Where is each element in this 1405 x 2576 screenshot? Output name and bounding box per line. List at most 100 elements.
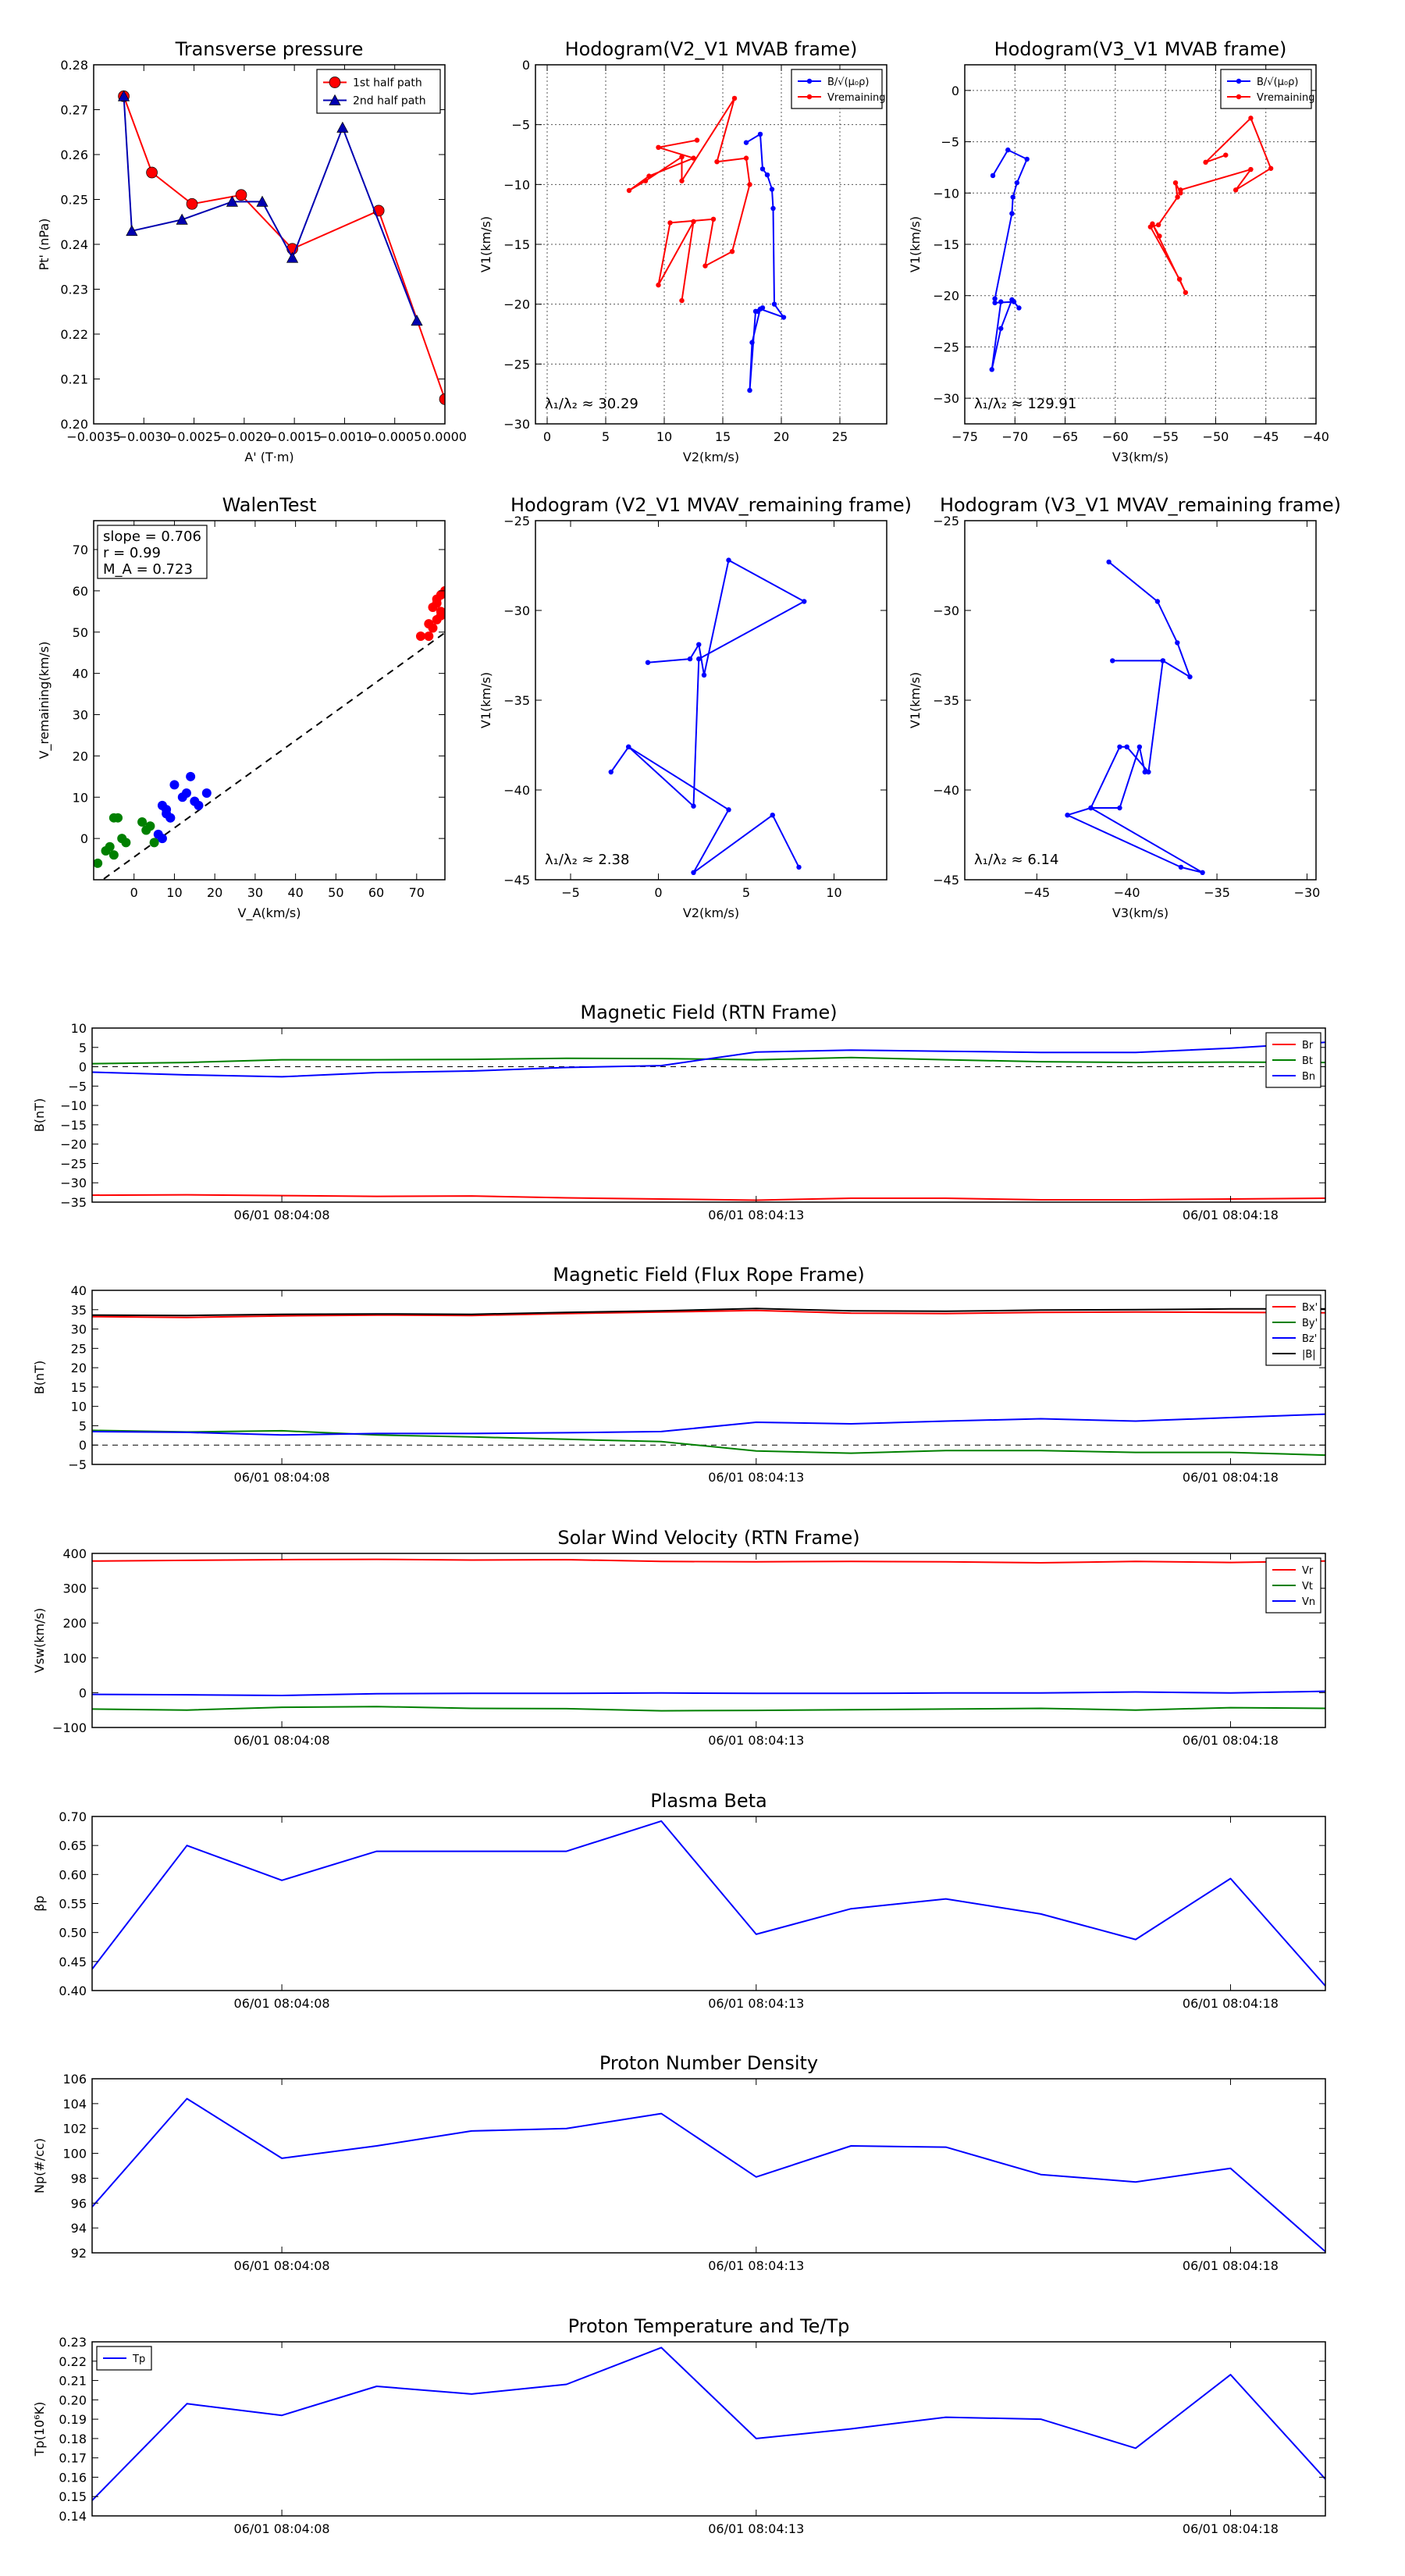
y-axis-label: βp xyxy=(32,1895,47,1911)
y-tick-label: 15 xyxy=(71,1380,87,1395)
series-b-point xyxy=(992,296,998,301)
x-tick-label: −0.0015 xyxy=(267,429,321,444)
data-layer xyxy=(92,2097,1325,2253)
y-tick-label: −15 xyxy=(503,237,530,252)
data-layer xyxy=(1065,559,1205,876)
y-tick-label: 400 xyxy=(62,1546,87,1561)
series-b-point xyxy=(755,308,761,315)
series-vremaining-point xyxy=(656,282,661,288)
series-2nd-half-path-point xyxy=(336,121,349,133)
y-tick-label: 0.45 xyxy=(59,1955,87,1969)
series-green-point xyxy=(113,813,123,823)
x-tick-label: 06/01 08:04:13 xyxy=(708,1208,804,1222)
series-2nd-half-path-point xyxy=(176,213,188,225)
series-vremaining-point xyxy=(691,155,696,161)
y-tick-label: 0 xyxy=(79,1060,87,1075)
y-tick-label: 0.22 xyxy=(59,2354,87,2369)
series-b-point xyxy=(1009,211,1015,216)
y-tick-label: 0.18 xyxy=(59,2432,87,2446)
series-vremaining-point xyxy=(1176,276,1183,282)
plot-area xyxy=(94,521,445,880)
y-tick-label: −20 xyxy=(60,1137,87,1152)
chart-title: Transverse pressure xyxy=(175,38,364,60)
series-blue-point xyxy=(169,780,180,790)
series-vremaining-point xyxy=(667,220,673,226)
series-blue-point xyxy=(165,813,176,823)
x-tick-label: 10 xyxy=(826,885,841,900)
y-tick-label: 10 xyxy=(71,1400,87,1414)
x-tick-label: −5 xyxy=(561,885,580,900)
series-vremaining-point xyxy=(1157,233,1162,239)
x-tick-label: 06/01 08:04:08 xyxy=(234,2521,330,2536)
x-tick-label: 5 xyxy=(742,885,750,900)
y-tick-label: 104 xyxy=(62,2097,87,2112)
x-tick-label: 06/01 08:04:13 xyxy=(708,2521,804,2536)
series-vremaining-point xyxy=(626,187,632,194)
legend-label: Bt xyxy=(1302,1055,1313,1067)
y-tick-label: 100 xyxy=(62,1651,87,1666)
series-green-point xyxy=(108,850,119,860)
y-tick-label: −35 xyxy=(933,693,959,708)
legend-box xyxy=(791,69,883,109)
x-tick-label: −45 xyxy=(1253,429,1279,444)
series-bn-line xyxy=(92,1041,1325,1078)
y-tick-label: −5 xyxy=(941,135,959,150)
legend-label: Vt xyxy=(1302,1581,1313,1592)
legend-label: Vr xyxy=(1302,1565,1314,1577)
plot-area xyxy=(92,1028,1325,1202)
series-red-point xyxy=(424,619,434,629)
series-2nd-half-path-line xyxy=(123,96,418,322)
y-tick-label: 60 xyxy=(73,584,88,599)
series-vremaining-point xyxy=(714,159,720,165)
y-tick-label: −5 xyxy=(68,1079,87,1094)
data-layer xyxy=(608,557,807,876)
x-tick-label: −75 xyxy=(951,429,978,444)
x-tick-label: 06/01 08:04:18 xyxy=(1183,1470,1279,1485)
series-vremaining-point xyxy=(1248,166,1254,173)
x-tick-label: 0 xyxy=(130,885,138,900)
y-tick-label: 0.24 xyxy=(60,237,88,252)
y-tick-label: −20 xyxy=(503,297,530,312)
x-tick-label: 50 xyxy=(328,885,343,900)
x-tick-label: 10 xyxy=(656,429,672,444)
legend-marker xyxy=(1236,78,1242,84)
annotation-box xyxy=(97,525,208,579)
chart-title: Magnetic Field (RTN Frame) xyxy=(580,1002,837,1023)
y-tick-label: 0.65 xyxy=(59,1838,87,1853)
annotation-line: r = 0.99 xyxy=(103,545,161,561)
y-tick-label: −30 xyxy=(933,391,959,406)
series-2nd-half-path-point xyxy=(286,251,299,263)
x-tick-label: −60 xyxy=(1102,429,1129,444)
x-tick-label: −0.0035 xyxy=(66,429,120,444)
x-axis-label: V3(km/s) xyxy=(1112,906,1168,920)
y-tick-label: −30 xyxy=(933,603,959,618)
legend: 1st half path 2nd half path xyxy=(316,69,441,114)
chart-beta: 06/01 08:04:08 06/01 08:04:13 06/01 08:04:… xyxy=(32,1790,1326,2011)
x-tick-label: 06/01 08:04:13 xyxy=(708,1733,804,1748)
x-tick-label: −40 xyxy=(1303,429,1329,444)
series-vremaining-point xyxy=(679,154,685,160)
series-vremaining-point xyxy=(646,173,652,179)
series-2nd-half-path-point xyxy=(126,225,138,237)
series-b-point xyxy=(990,173,996,179)
series-red-point xyxy=(424,632,434,642)
y-tick-label: −35 xyxy=(503,693,530,708)
series-path-point xyxy=(770,813,775,818)
chart-hodo2: −75 −70 −65 −60 −55 −50 −45 −40−30−25−20−15−10−… xyxy=(908,38,1329,464)
y-axis-label: B(nT) xyxy=(32,1098,47,1132)
y-tick-label: 100 xyxy=(62,2147,87,2161)
y-tick-label: 0.22 xyxy=(60,327,88,342)
series-vremaining-point xyxy=(1175,194,1180,200)
x-tick-label: 20 xyxy=(207,885,222,900)
series-path-point xyxy=(1117,744,1122,749)
y-tick-label: −10 xyxy=(933,186,959,201)
y-tick-label: 0 xyxy=(79,1438,87,1453)
y-tick-label: 0.20 xyxy=(60,417,88,432)
y-tick-label: 94 xyxy=(71,2221,87,2236)
x-tick-label: −30 xyxy=(1294,885,1321,900)
y-tick-label: −25 xyxy=(503,357,530,372)
legend: Br Bt Bn xyxy=(1265,1032,1321,1088)
series-path-point xyxy=(1146,769,1151,775)
